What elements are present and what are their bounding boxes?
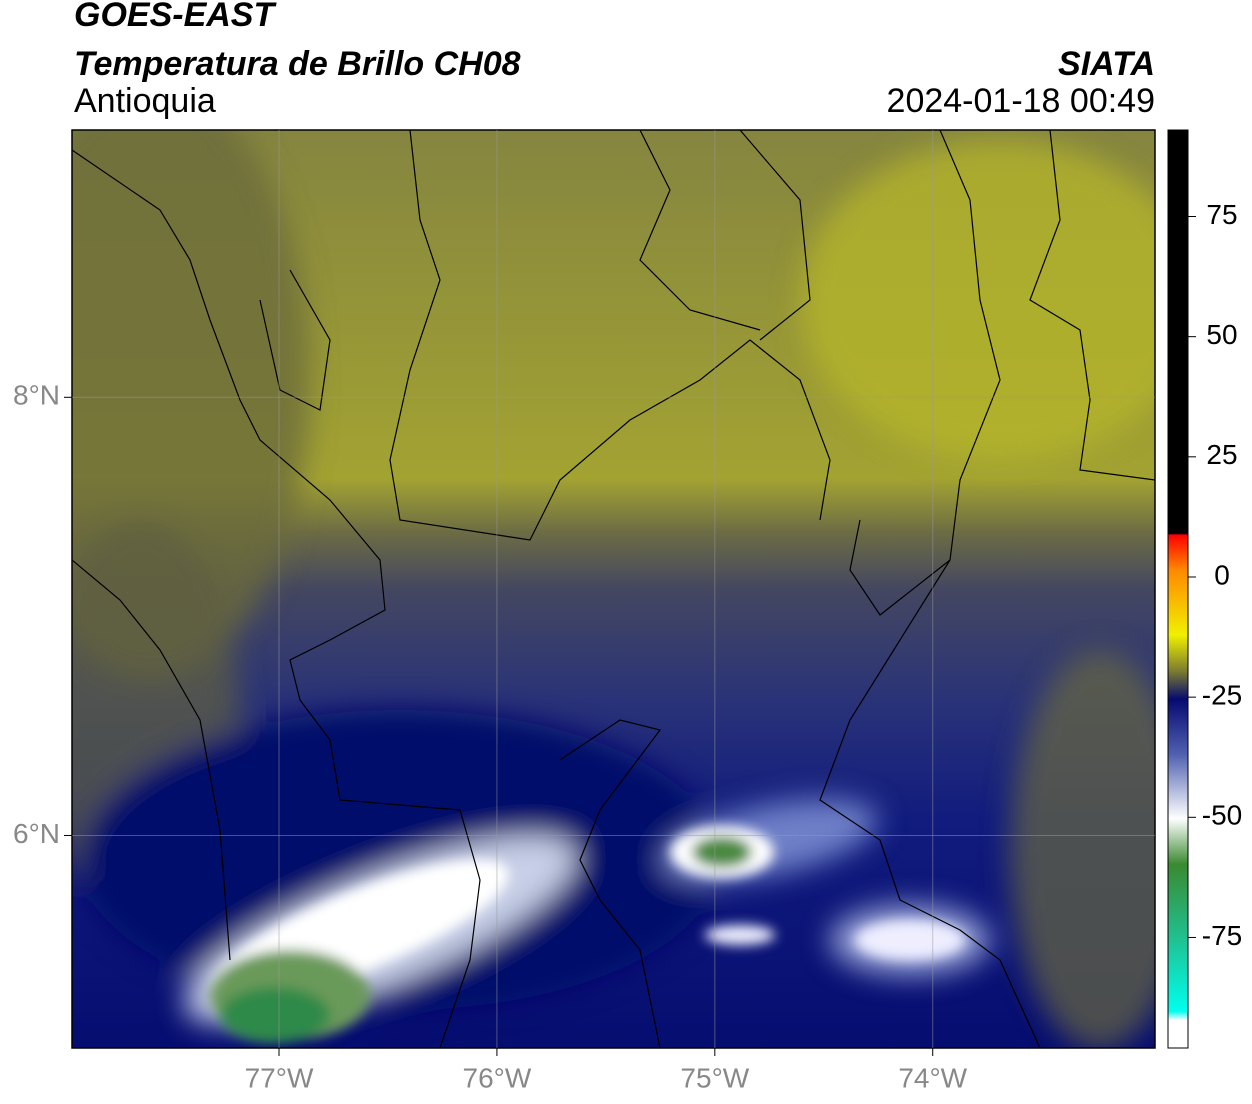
lon-tick-label: 74°W [898, 1062, 967, 1093]
map-frame [71, 129, 1156, 1049]
colorbar-tick-label: -75 [1202, 920, 1242, 951]
colorbar-tick-label: 25 [1206, 439, 1237, 470]
colorbar-tick-label: 75 [1206, 199, 1237, 230]
colorbar-tick-label: 50 [1206, 319, 1237, 350]
lon-tick-label: 75°W [680, 1062, 749, 1093]
source: SIATA [1058, 45, 1155, 83]
colorbar-tick-label: -25 [1202, 680, 1242, 711]
subtitle: Temperatura de Brillo CH08 [74, 45, 521, 83]
lon-tick-label: 76°W [463, 1062, 532, 1093]
colorbar-tick-label: 0 [1214, 559, 1230, 590]
lat-tick-label: 8°N [13, 380, 60, 411]
datetime: 2024-01-18 00:49 [887, 82, 1155, 120]
lat-tick-label: 6°N [13, 818, 60, 849]
title: GOES-EAST [74, 0, 277, 34]
region: Antioquia [74, 82, 216, 120]
colorbar [1167, 129, 1189, 1049]
lon-tick-label: 77°W [245, 1062, 314, 1093]
colorbar-tick-label: -50 [1202, 800, 1242, 831]
imagery [72, 130, 1155, 1048]
